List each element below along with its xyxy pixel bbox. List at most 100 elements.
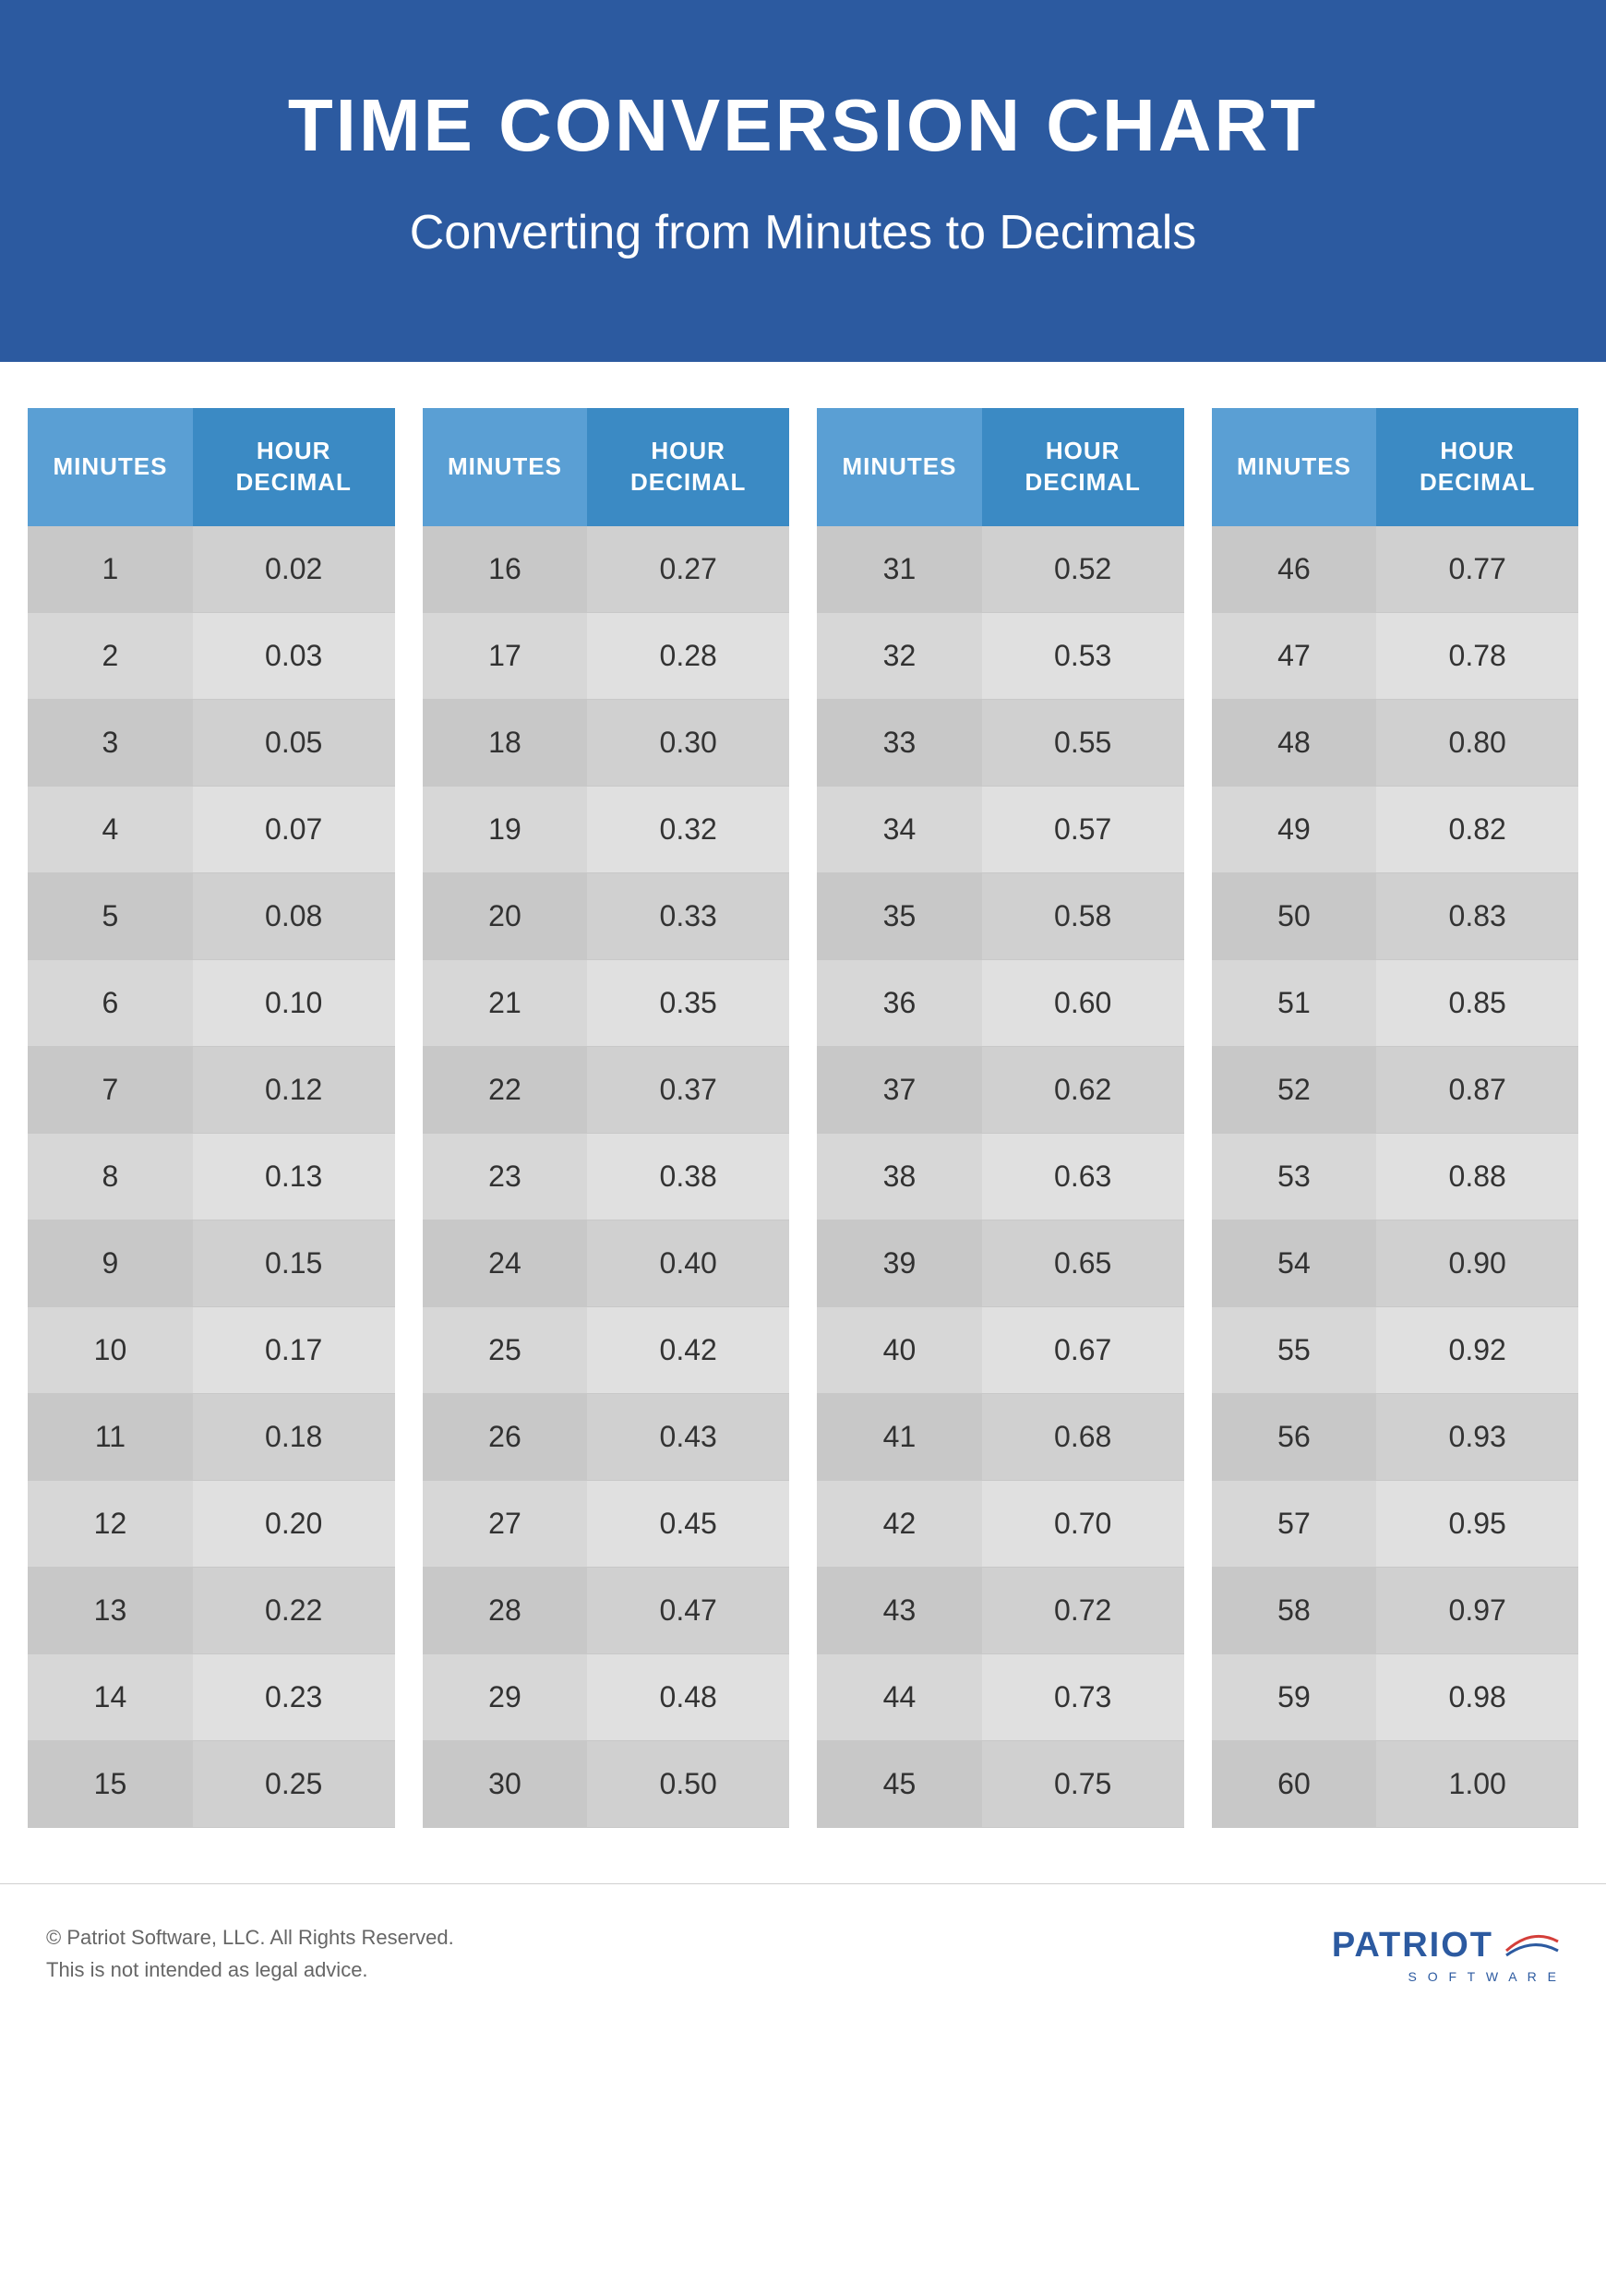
table-row: 120.20 xyxy=(28,1480,395,1567)
minutes-cell: 15 xyxy=(28,1740,193,1827)
decimal-cell: 0.85 xyxy=(1376,959,1578,1046)
decimal-cell: 0.12 xyxy=(193,1046,395,1133)
table-row: 340.57 xyxy=(817,786,1184,872)
table-row: 450.75 xyxy=(817,1740,1184,1827)
minutes-cell: 26 xyxy=(423,1393,588,1480)
decimal-cell: 0.87 xyxy=(1376,1046,1578,1133)
table-row: 80.13 xyxy=(28,1133,395,1220)
decimal-cell: 0.05 xyxy=(193,699,395,786)
logo-main-text: PATRIOT xyxy=(1332,1926,1493,1965)
minutes-cell: 37 xyxy=(817,1046,982,1133)
table-row: 310.52 xyxy=(817,526,1184,613)
minutes-cell: 7 xyxy=(28,1046,193,1133)
minutes-cell: 54 xyxy=(1212,1220,1377,1306)
table-row: 520.87 xyxy=(1212,1046,1579,1133)
conversion-table-4: MINUTESHOUR DECIMAL460.77470.78480.80490… xyxy=(1212,408,1579,1828)
decimal-cell: 0.78 xyxy=(1376,612,1578,699)
conversion-table-3: MINUTESHOUR DECIMAL310.52320.53330.55340… xyxy=(817,408,1184,1828)
minutes-cell: 56 xyxy=(1212,1393,1377,1480)
table-row: 20.03 xyxy=(28,612,395,699)
minutes-column-header: MINUTES xyxy=(28,408,193,526)
minutes-cell: 16 xyxy=(423,526,588,613)
minutes-cell: 35 xyxy=(817,872,982,959)
table-row: 480.80 xyxy=(1212,699,1579,786)
logo: PATRIOT S O F T W A R E xyxy=(1332,1923,1560,1984)
decimal-cell: 0.13 xyxy=(193,1133,395,1220)
table-row: 170.28 xyxy=(423,612,790,699)
minutes-cell: 30 xyxy=(423,1740,588,1827)
table-row: 380.63 xyxy=(817,1133,1184,1220)
table-row: 230.38 xyxy=(423,1133,790,1220)
table-row: 280.47 xyxy=(423,1567,790,1653)
table-row: 50.08 xyxy=(28,872,395,959)
table-row: 330.55 xyxy=(817,699,1184,786)
decimal-cell: 0.37 xyxy=(587,1046,789,1133)
decimal-cell: 0.73 xyxy=(982,1653,1184,1740)
table-row: 290.48 xyxy=(423,1653,790,1740)
table-row: 550.92 xyxy=(1212,1306,1579,1393)
table-row: 350.58 xyxy=(817,872,1184,959)
table-row: 400.67 xyxy=(817,1306,1184,1393)
minutes-cell: 23 xyxy=(423,1133,588,1220)
minutes-cell: 58 xyxy=(1212,1567,1377,1653)
minutes-cell: 48 xyxy=(1212,699,1377,786)
minutes-cell: 44 xyxy=(817,1653,982,1740)
footer-legal: © Patriot Software, LLC. All Rights Rese… xyxy=(46,1921,454,1986)
copyright-text: © Patriot Software, LLC. All Rights Rese… xyxy=(46,1921,454,1953)
minutes-cell: 51 xyxy=(1212,959,1377,1046)
table-row: 540.90 xyxy=(1212,1220,1579,1306)
minutes-cell: 1 xyxy=(28,526,193,613)
decimal-cell: 0.35 xyxy=(587,959,789,1046)
decimal-cell: 0.98 xyxy=(1376,1653,1578,1740)
decimal-cell: 0.55 xyxy=(982,699,1184,786)
chart-header: TIME CONVERSION CHART Converting from Mi… xyxy=(0,0,1606,362)
decimal-cell: 0.97 xyxy=(1376,1567,1578,1653)
minutes-cell: 6 xyxy=(28,959,193,1046)
table-row: 250.42 xyxy=(423,1306,790,1393)
minutes-cell: 59 xyxy=(1212,1653,1377,1740)
decimal-cell: 0.25 xyxy=(193,1740,395,1827)
minutes-cell: 50 xyxy=(1212,872,1377,959)
minutes-column-header: MINUTES xyxy=(1212,408,1377,526)
decimal-cell: 0.52 xyxy=(982,526,1184,613)
decimal-cell: 0.75 xyxy=(982,1740,1184,1827)
minutes-cell: 13 xyxy=(28,1567,193,1653)
decimal-cell: 0.60 xyxy=(982,959,1184,1046)
minutes-cell: 42 xyxy=(817,1480,982,1567)
minutes-cell: 10 xyxy=(28,1306,193,1393)
minutes-cell: 27 xyxy=(423,1480,588,1567)
table-row: 90.15 xyxy=(28,1220,395,1306)
minutes-cell: 32 xyxy=(817,612,982,699)
table-row: 30.05 xyxy=(28,699,395,786)
table-row: 210.35 xyxy=(423,959,790,1046)
decimal-cell: 0.67 xyxy=(982,1306,1184,1393)
minutes-cell: 60 xyxy=(1212,1740,1377,1827)
conversion-table-1: MINUTESHOUR DECIMAL10.0220.0330.0540.075… xyxy=(28,408,395,1828)
decimal-cell: 0.07 xyxy=(193,786,395,872)
decimal-cell: 0.82 xyxy=(1376,786,1578,872)
decimal-cell: 0.80 xyxy=(1376,699,1578,786)
minutes-cell: 14 xyxy=(28,1653,193,1740)
patriot-swoosh-icon xyxy=(1504,1923,1560,1969)
table-row: 460.77 xyxy=(1212,526,1579,613)
decimal-column-header: HOUR DECIMAL xyxy=(982,408,1184,526)
decimal-cell: 0.88 xyxy=(1376,1133,1578,1220)
table-row: 360.60 xyxy=(817,959,1184,1046)
minutes-cell: 2 xyxy=(28,612,193,699)
table-row: 530.88 xyxy=(1212,1133,1579,1220)
decimal-cell: 0.27 xyxy=(587,526,789,613)
decimal-cell: 0.68 xyxy=(982,1393,1184,1480)
tables-container: MINUTESHOUR DECIMAL10.0220.0330.0540.075… xyxy=(0,362,1606,1883)
minutes-cell: 34 xyxy=(817,786,982,872)
decimal-cell: 0.62 xyxy=(982,1046,1184,1133)
footer: © Patriot Software, LLC. All Rights Rese… xyxy=(0,1883,1606,2041)
decimal-cell: 0.48 xyxy=(587,1653,789,1740)
table-row: 40.07 xyxy=(28,786,395,872)
table-row: 580.97 xyxy=(1212,1567,1579,1653)
minutes-cell: 41 xyxy=(817,1393,982,1480)
table-row: 570.95 xyxy=(1212,1480,1579,1567)
minutes-cell: 39 xyxy=(817,1220,982,1306)
decimal-cell: 0.08 xyxy=(193,872,395,959)
table-row: 140.23 xyxy=(28,1653,395,1740)
minutes-cell: 57 xyxy=(1212,1480,1377,1567)
